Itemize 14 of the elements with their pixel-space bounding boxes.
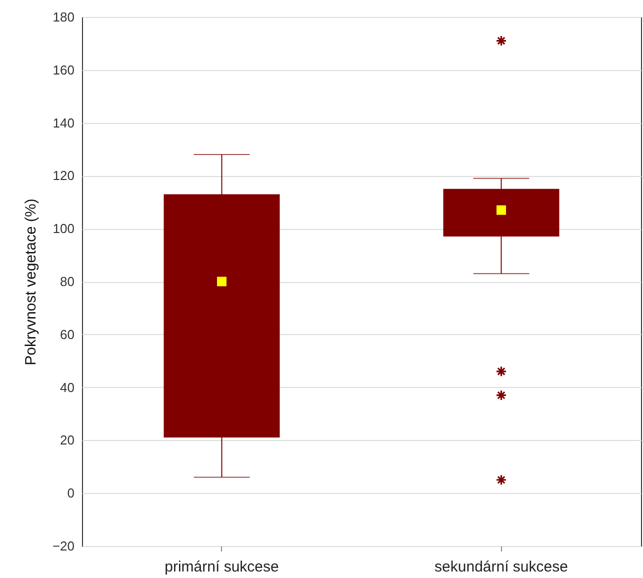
y-axis-title: Pokryvnost vegetace (%)	[22, 198, 40, 366]
x-tick-label: primární sukcese	[164, 558, 279, 576]
y-tick-label: 100	[52, 221, 74, 236]
y-tick-label: 120	[52, 168, 74, 184]
x-tick-label: sekundární sukcese	[434, 558, 568, 576]
y-tick-label: 60	[60, 326, 74, 342]
y-tick-label: −20	[52, 538, 74, 554]
y-tick-label: 180	[52, 10, 74, 24]
y-tick-label: 40	[60, 380, 74, 395]
y-tick-label: 140	[52, 115, 74, 130]
y-tick-label: 160	[52, 62, 74, 78]
y-tick-label: 0	[67, 486, 74, 501]
y-tick-label: 80	[60, 274, 74, 289]
y-tick-label: 20	[60, 432, 74, 448]
